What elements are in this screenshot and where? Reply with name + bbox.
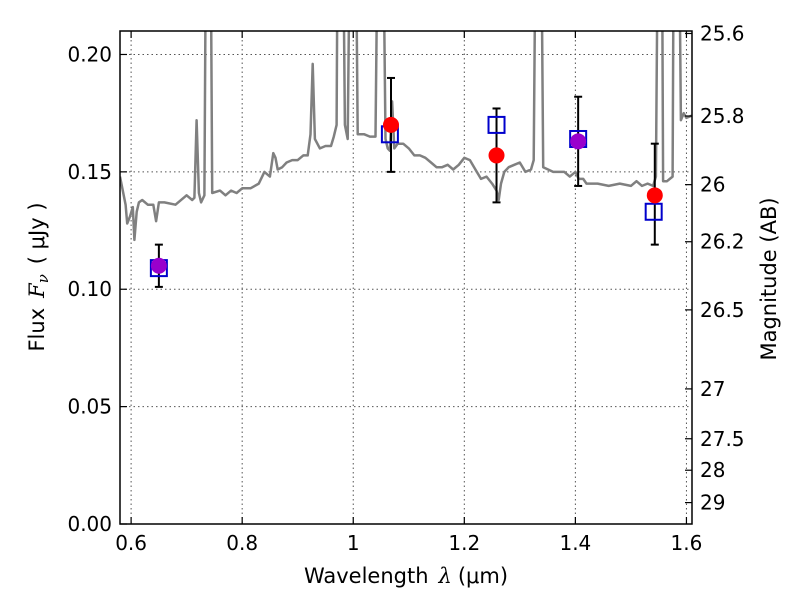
mag-tick-label: 26.5	[700, 298, 745, 322]
y-tick-label: 0.00	[67, 512, 112, 536]
y-axis-label: Flux Fν ( μJy )	[25, 202, 52, 351]
y-label-symbol: F	[25, 282, 49, 299]
observed-flux-point	[150, 257, 167, 274]
x-tick-label: 1	[347, 531, 360, 555]
observed-flux-point	[488, 147, 505, 164]
mag-tick-label: 26.2	[700, 230, 745, 254]
y-tick-label: 0.20	[67, 42, 112, 66]
model-spectrum-line	[120, 31, 692, 242]
mag-tick-label: 29	[700, 491, 725, 515]
data-markers	[149, 76, 663, 288]
y-label-subscript: ν	[34, 274, 52, 283]
y-tick-label: 0.05	[67, 395, 112, 419]
y-tick-label: 0.10	[67, 277, 112, 301]
x-tick-label: 0.8	[226, 531, 258, 555]
y-label-unit: ( μJy )	[25, 202, 49, 264]
x-tick-label: 0.6	[115, 531, 147, 555]
model-flux-square	[644, 202, 663, 221]
x-axis-label: Wavelength λ (μm)	[304, 564, 508, 588]
observed-flux-point	[646, 187, 663, 204]
mag-tick-label: 28	[700, 458, 725, 482]
plot-area	[120, 31, 692, 288]
x-tick-label: 1.2	[448, 531, 480, 555]
mag-tick-label: 25.8	[700, 104, 745, 128]
y-tick-label: 0.15	[67, 160, 112, 184]
y-label-prefix: Flux	[25, 308, 49, 352]
x-label-prefix: Wavelength	[304, 564, 429, 588]
mag-tick-label: 26	[700, 173, 725, 197]
x-label-symbol: λ	[438, 564, 452, 588]
mag-tick-label: 27	[700, 377, 725, 401]
x-label-unit: (μm)	[458, 564, 508, 588]
x-tick-label: 1.6	[671, 531, 703, 555]
axis-ticks: 0.6 0.8 1 1.2 1.4 1.6 0.00 0.05 0.10 0.15 0.20 25.6…	[67, 21, 744, 555]
mag-tick-label: 25.6	[700, 21, 745, 45]
mag-tick-label: 27.5	[700, 427, 745, 451]
y2-axis-label: Magnitude (AB)	[757, 197, 781, 360]
observed-flux-point	[383, 116, 400, 133]
plot-frame	[119, 30, 693, 525]
observed-flux-point	[570, 133, 587, 150]
model-flux-square	[487, 115, 506, 134]
x-tick-label: 1.4	[559, 531, 591, 555]
